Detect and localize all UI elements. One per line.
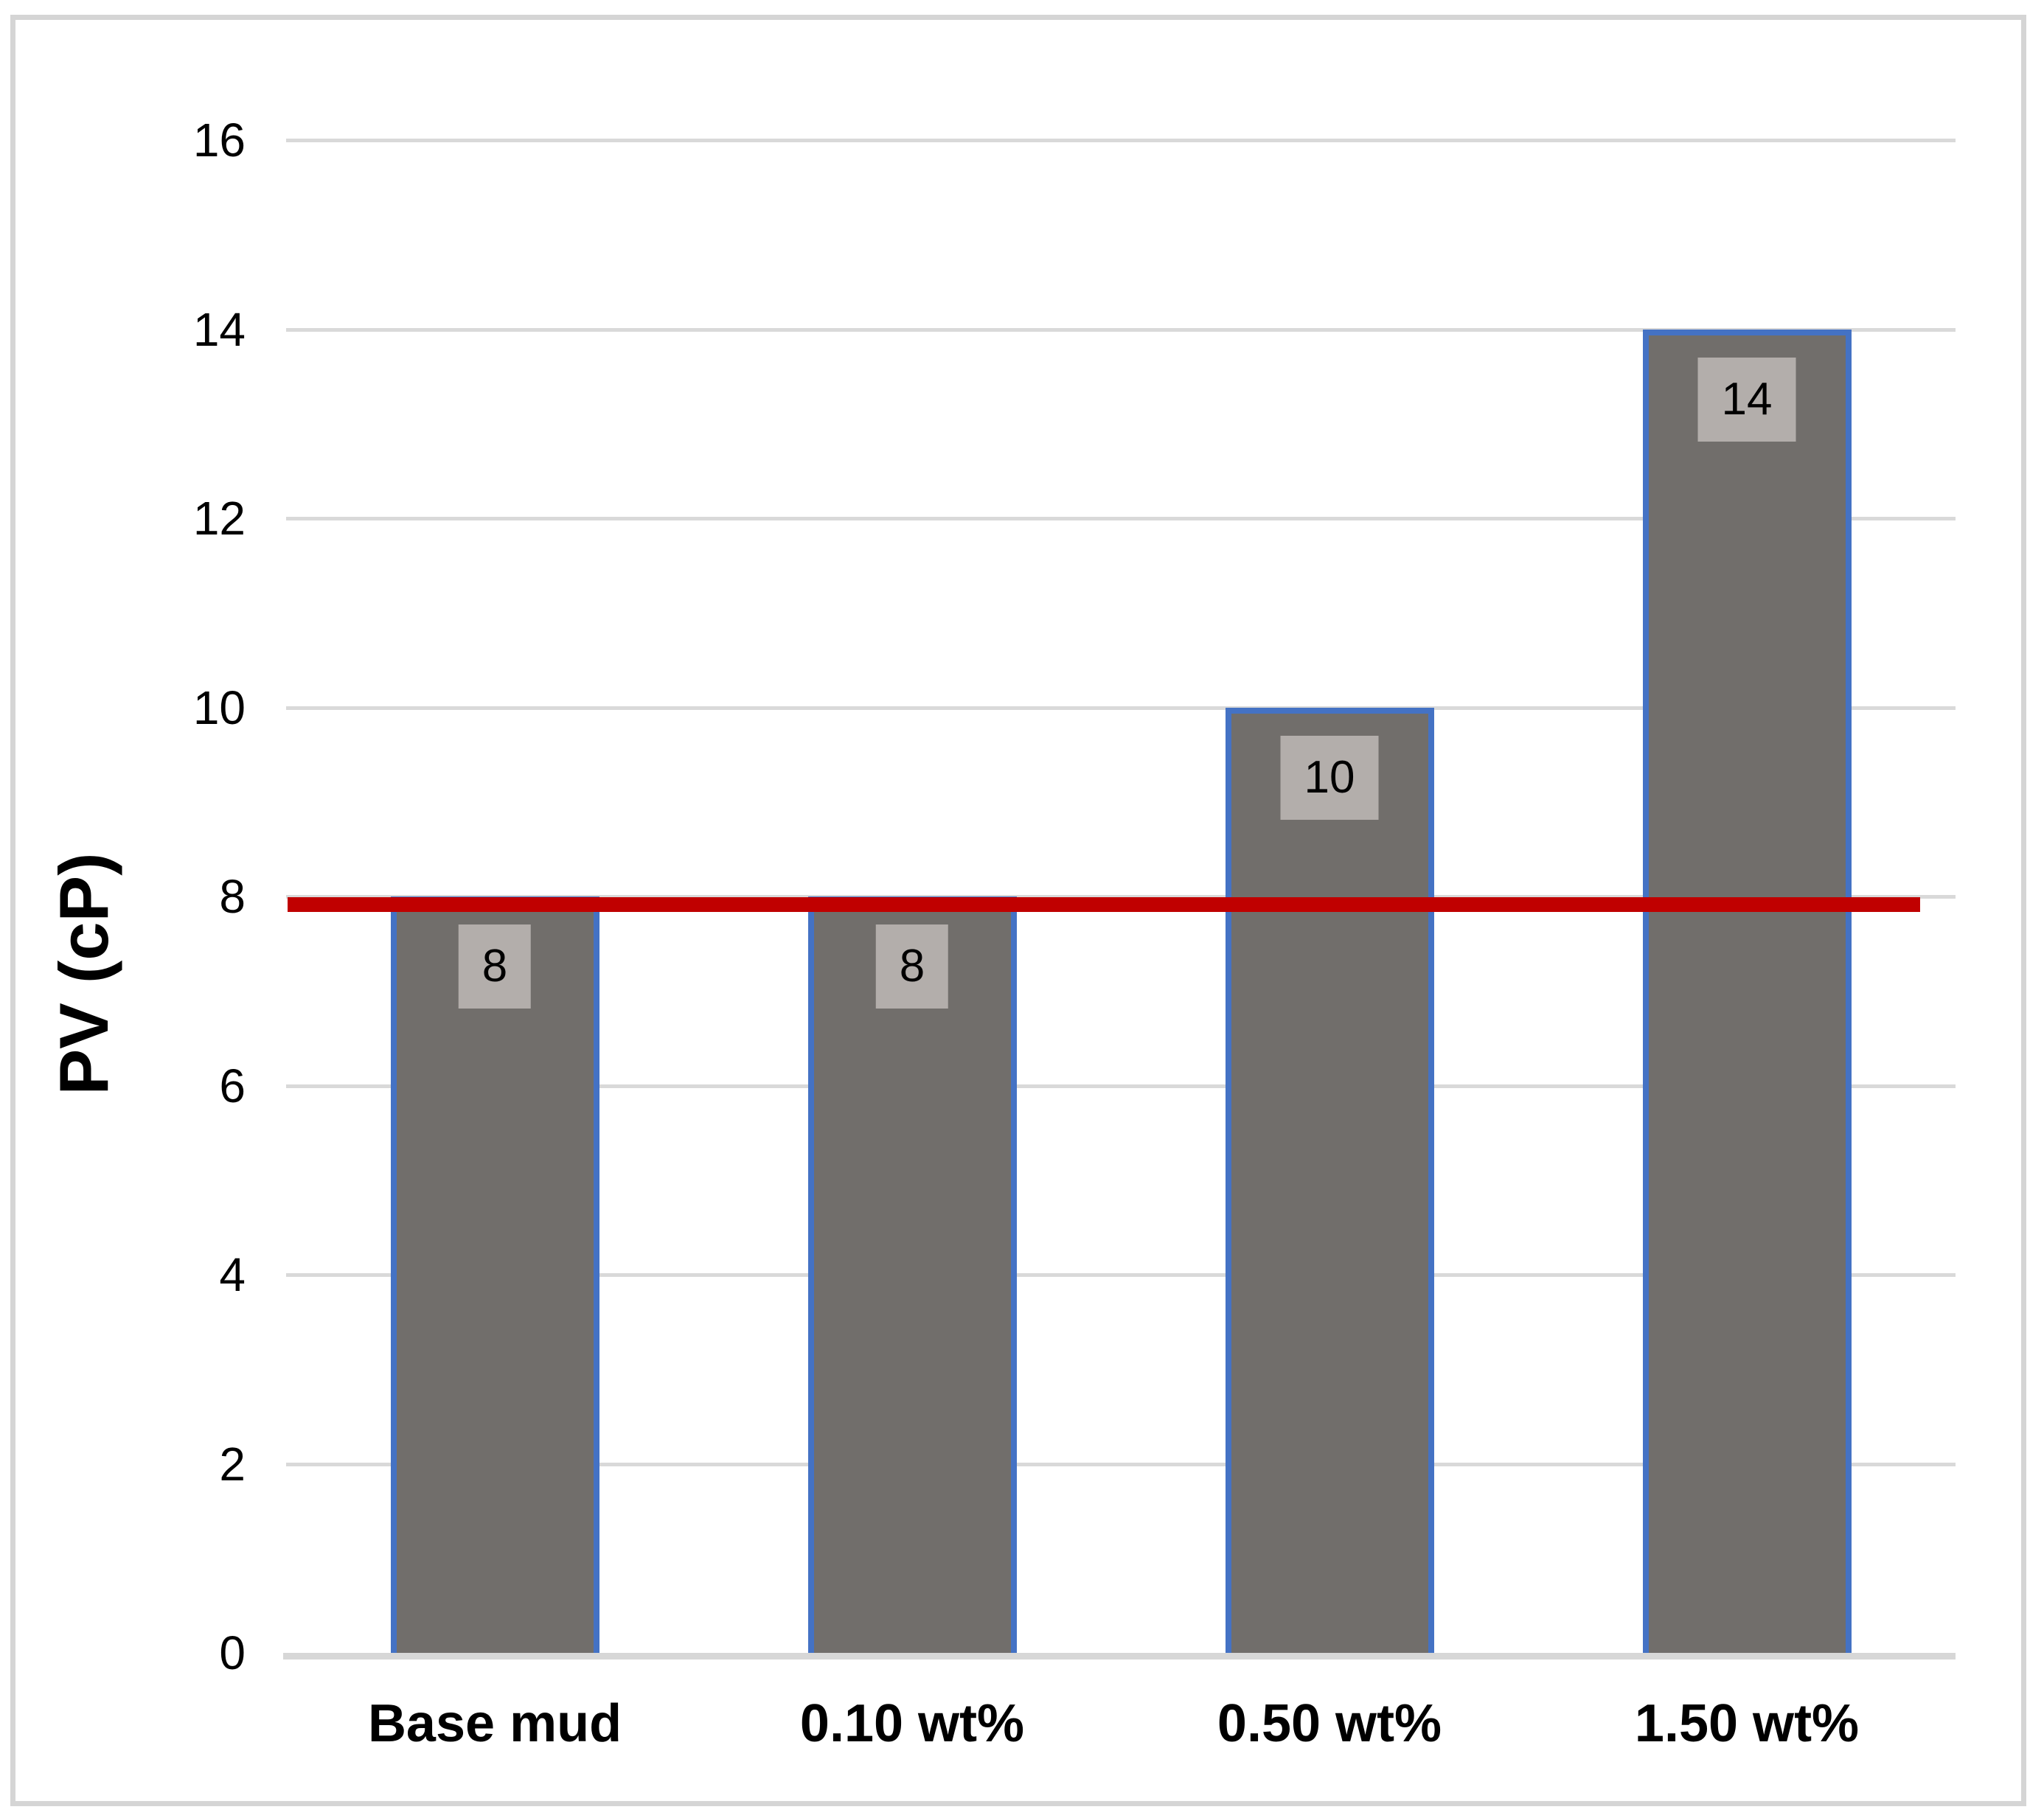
gridline-y12 bbox=[286, 517, 1956, 520]
y-tick-label-8: 8 bbox=[219, 870, 246, 923]
gridline-y4 bbox=[286, 1273, 1956, 1277]
data-label: 10 bbox=[1280, 735, 1379, 820]
data-label: 8 bbox=[458, 924, 532, 1009]
bar-1-50-wt-: 14 bbox=[1642, 329, 1852, 1653]
bar-base-mud: 8 bbox=[390, 896, 599, 1653]
x-label-1-50-wt-: 1.50 wt% bbox=[1634, 1694, 1860, 1753]
plot-area: 8 8 10 14 bbox=[283, 139, 1956, 1659]
gridline-y16 bbox=[286, 139, 1956, 142]
bar-0-10-wt-: 8 bbox=[807, 896, 1017, 1653]
y-tick-label-6: 6 bbox=[219, 1059, 246, 1112]
y-tick-label-2: 2 bbox=[219, 1437, 246, 1491]
y-tick-label-12: 12 bbox=[192, 492, 246, 545]
y-tick-label-14: 14 bbox=[192, 302, 246, 356]
y-tick-label-16: 16 bbox=[192, 114, 246, 167]
x-axis-line bbox=[283, 1653, 1956, 1659]
gridline-y6 bbox=[286, 1084, 1956, 1088]
gridline-y8 bbox=[286, 895, 1956, 899]
gridline-y2 bbox=[286, 1462, 1956, 1466]
x-label-0-10-wt-: 0.10 wt% bbox=[799, 1694, 1025, 1753]
gridline-y10 bbox=[286, 706, 1956, 710]
x-label-base-mud: Base mud bbox=[367, 1694, 622, 1753]
data-label: 8 bbox=[875, 924, 949, 1009]
x-label-0-50-wt-: 0.50 wt% bbox=[1217, 1694, 1442, 1753]
y-tick-label-0: 0 bbox=[219, 1626, 246, 1679]
y-axis-title: PV (cP) bbox=[45, 852, 122, 1096]
bar-0-50-wt-: 10 bbox=[1225, 707, 1434, 1653]
reference-line bbox=[288, 897, 1920, 912]
y-tick-label-10: 10 bbox=[192, 680, 246, 734]
data-label: 14 bbox=[1697, 357, 1796, 442]
gridline-y14 bbox=[286, 327, 1956, 332]
y-tick-label-4: 4 bbox=[219, 1248, 246, 1301]
